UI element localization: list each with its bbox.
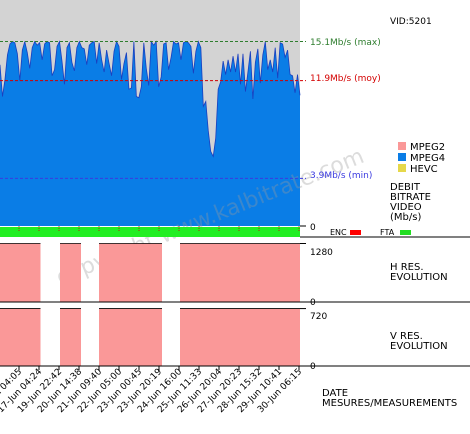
enc-label: ENC: [330, 228, 347, 237]
resolution-block: [0, 308, 41, 366]
resolution-block: [99, 243, 162, 302]
bitrate-area-layer: [0, 40, 301, 226]
legend-label-hevc: HEVC: [410, 164, 438, 175]
legend-swatch-mpeg4: [398, 153, 406, 161]
h-res-tick-top: 1280: [310, 248, 333, 258]
resolution-block: [60, 243, 81, 302]
h-res-title-line: H RES.: [390, 262, 424, 273]
vid-label: VID:5201: [390, 17, 432, 27]
enc-indicator: [350, 230, 361, 235]
resolution-block: [180, 243, 300, 302]
min-label: 3.9Mb/s (min): [310, 171, 372, 181]
v-res-tick-zero: 0: [310, 362, 316, 372]
axis-title-line: BITRATE: [390, 192, 431, 203]
x-axis-title-line: DATE: [322, 388, 348, 399]
bitrate-axis-title: DEBIT BITRATE VIDEO (Mb/s): [390, 182, 431, 223]
axis-title-line: (Mb/s): [390, 212, 421, 223]
fta-label: FTA: [380, 228, 395, 237]
v-res-title-line: V RES.: [390, 331, 423, 342]
resolution-block: [99, 308, 162, 366]
v-res-panel: [0, 308, 306, 367]
mpeg4-line: [0, 40, 301, 158]
h-res-tick-zero: 0: [310, 298, 316, 308]
mpeg4-area: [0, 41, 300, 226]
v-res-tick-top: 720: [310, 312, 327, 322]
h-res-title-line: EVOLUTION: [390, 272, 448, 283]
axis-title-line: VIDEO: [390, 202, 422, 213]
legend-label-mpeg2: MPEG2: [410, 142, 445, 153]
y-tick-label-0: 0: [310, 223, 316, 233]
moy-label: 11.9Mb/s (moy): [310, 74, 381, 84]
max-label: 15.1Mb/s (max): [310, 38, 381, 48]
status-bar: [0, 227, 300, 237]
legend-swatch-hevc: [398, 164, 406, 172]
x-axis-title-line: MESURES/MEASUREMENTS: [322, 398, 457, 409]
legend-label-mpeg4: MPEG4: [410, 153, 445, 164]
reference-lines: [0, 41, 306, 179]
axis-title-line: DEBIT: [390, 182, 421, 193]
h-res-panel: [0, 242, 306, 303]
resolution-block: [60, 308, 81, 366]
fta-indicator: [400, 230, 411, 235]
legend: MPEG2 MPEG4 HEVC: [398, 142, 445, 175]
resolution-block: [0, 243, 41, 302]
v-res-title-line: EVOLUTION: [390, 341, 448, 352]
legend-swatch-mpeg2: [398, 142, 406, 150]
resolution-block: [180, 308, 300, 366]
